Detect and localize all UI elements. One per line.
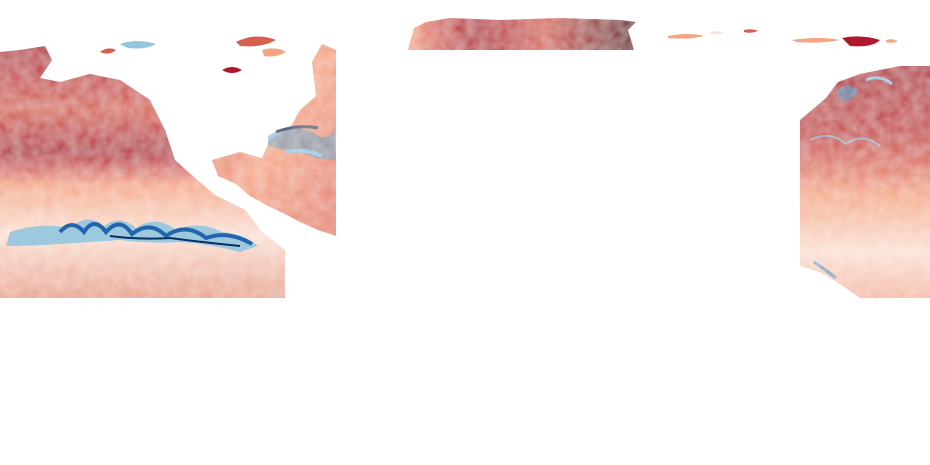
arctic-seas-region xyxy=(408,18,636,50)
hudson-bay-region xyxy=(100,36,286,73)
equatorial-cold-tongue xyxy=(6,219,258,252)
western-pacific-region xyxy=(800,66,930,298)
western-atlantic-region xyxy=(212,44,336,236)
arctic-fragments xyxy=(668,29,898,47)
